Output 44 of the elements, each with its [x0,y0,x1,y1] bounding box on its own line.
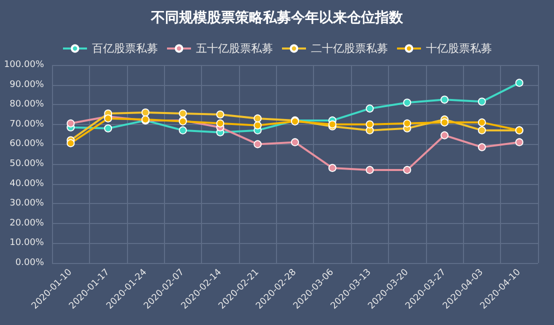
point [366,120,374,128]
point [515,78,524,87]
y-tick-label: 10.00% [10,238,44,248]
point [254,140,262,148]
point [141,108,150,117]
point [440,118,449,126]
point [254,114,262,122]
point [66,139,75,148]
point [403,119,412,128]
y-tick-label: 0.00% [15,258,44,268]
y-tick-label: 30.00% [10,198,44,209]
y-tick-label: 50.00% [10,159,44,169]
point [366,104,374,113]
y-tick-label: 40.00% [10,178,44,189]
point [440,96,449,104]
point [478,126,486,134]
point [478,118,486,126]
y-tick-label: 80.00% [10,100,44,110]
point [178,126,187,134]
point [254,121,262,130]
point [328,164,336,172]
point [104,124,112,132]
chart-title: 不同规模股票策略私募今年以来仓位指数 [150,10,404,26]
point [216,119,224,128]
point [66,119,75,128]
point [178,110,187,118]
legend-label: 百亿股票私募 [92,42,158,55]
point [403,166,412,174]
point [478,98,486,106]
point [216,110,224,118]
y-tick-label: 90.00% [10,80,44,90]
point [366,166,374,174]
y-tick-label: 60.00% [10,139,44,150]
legend-label: 五十亿股票私募 [196,42,273,55]
y-tick-label: 20.00% [10,218,44,228]
legend-label: 十亿股票私募 [426,42,492,55]
point [478,143,486,152]
legend-label: 二十亿股票私募 [311,42,388,55]
point [403,98,412,107]
point [440,131,449,140]
y-tick-label: 70.00% [10,119,44,130]
y-tick-label: 100.00% [4,60,44,70]
point [291,138,299,146]
point [515,138,524,146]
